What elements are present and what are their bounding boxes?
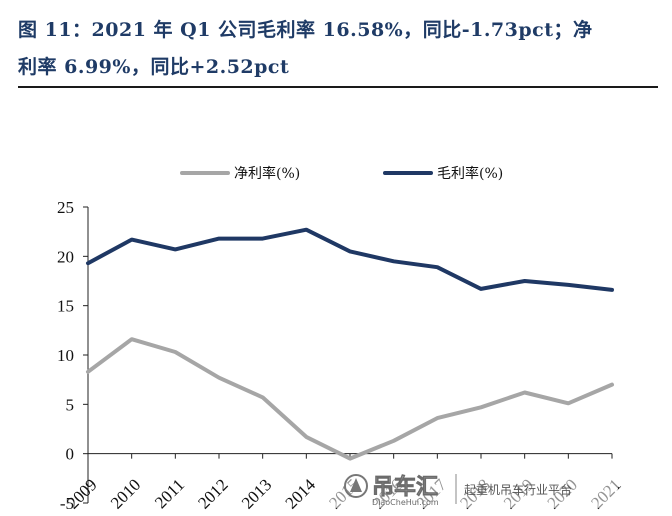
y-tick-label: 5 [66, 395, 75, 414]
watermark-logo-icon [344, 474, 368, 498]
y-tick-label: -5 [60, 494, 74, 513]
y-tick-label: 20 [57, 247, 74, 266]
y-tick-label: 15 [57, 297, 74, 316]
y-tick-label: 0 [66, 445, 75, 464]
series-line-net-margin [86, 337, 614, 461]
watermark-backdrop [318, 470, 618, 508]
figure-title-line1: 图 11：2021 年 Q1 公司毛利率 16.58%，同比-1.73pct；净 [18, 19, 593, 41]
title-rule [18, 86, 658, 88]
y-tick-label: 25 [57, 198, 74, 217]
x-tick-label: 2011 [151, 475, 188, 512]
crane-icon [350, 478, 362, 492]
series-line-gross-margin [86, 227, 614, 292]
figure-title-line2: 利率 6.99%，同比+2.52pct [18, 56, 290, 78]
legend-label: 毛利率(%) [437, 165, 503, 182]
x-tick-label: 2012 [194, 475, 231, 512]
watermark-site: DiaoCheHui.com [372, 498, 439, 507]
x-tick-label: 2014 [282, 475, 320, 513]
figure-title: 图 11：2021 年 Q1 公司毛利率 16.58%，同比-1.73pct；净… [18, 12, 658, 86]
watermark-tagline: 起重机吊车行业平台 [464, 482, 572, 497]
x-tick-label: 2010 [107, 475, 144, 512]
legend-label: 净利率(%) [234, 165, 300, 182]
x-tick-label: 2013 [238, 475, 275, 512]
watermark-brand: 吊车汇 [372, 474, 438, 500]
y-tick-label: 10 [57, 346, 74, 365]
